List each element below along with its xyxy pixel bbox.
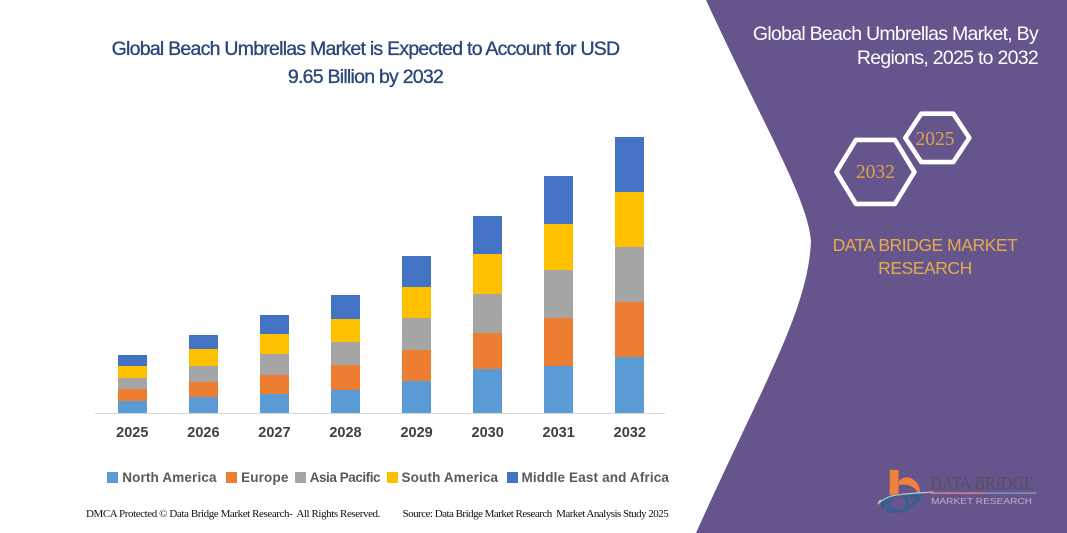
svg-text:2025: 2025 [916, 129, 955, 150]
svg-text:DATA BRIDGE: DATA BRIDGE [931, 474, 1034, 495]
svg-text:MARKET RESEARCH: MARKET RESEARCH [931, 496, 1032, 506]
svg-text:2032: 2032 [856, 162, 895, 183]
